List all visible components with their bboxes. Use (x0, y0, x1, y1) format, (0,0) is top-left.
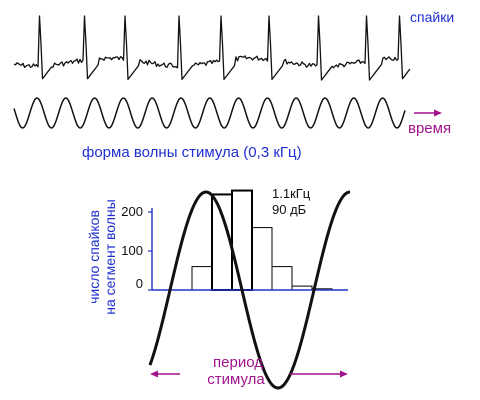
y-tick-label: 0 (136, 276, 143, 291)
waveform-caption: форма волны стимула (0,3 кГц) (82, 144, 302, 161)
y-axis-label-line1: число спайков (86, 210, 102, 304)
spikes-label: спайки (410, 9, 454, 25)
histogram-bar (191, 266, 213, 291)
y-axis-label-line2: на сегмент волны (102, 199, 118, 314)
spike-train-trace (13, 15, 411, 81)
y-ticks: 0 100 200 (121, 204, 152, 291)
period-label-line2: стимула (207, 371, 265, 388)
stimulus-period-sine (148, 190, 351, 390)
time-label: время (408, 120, 451, 137)
period-right-arrow-icon (290, 370, 348, 378)
histogram-bar (271, 266, 293, 291)
y-tick-label: 200 (121, 204, 143, 219)
time-arrow-icon (414, 109, 442, 117)
y-tick-label: 100 (121, 243, 143, 258)
histogram-bar (251, 227, 273, 291)
stimulus-waveform (13, 97, 406, 129)
histogram-bars (191, 189, 333, 291)
histogram-bar (231, 189, 253, 291)
stimulus-level-label: 90 дБ (272, 202, 306, 217)
period-left-arrow-icon (150, 370, 180, 378)
period-label-line1: период (213, 354, 263, 371)
stimulus-frequency-label: 1.1кГц (272, 186, 311, 201)
